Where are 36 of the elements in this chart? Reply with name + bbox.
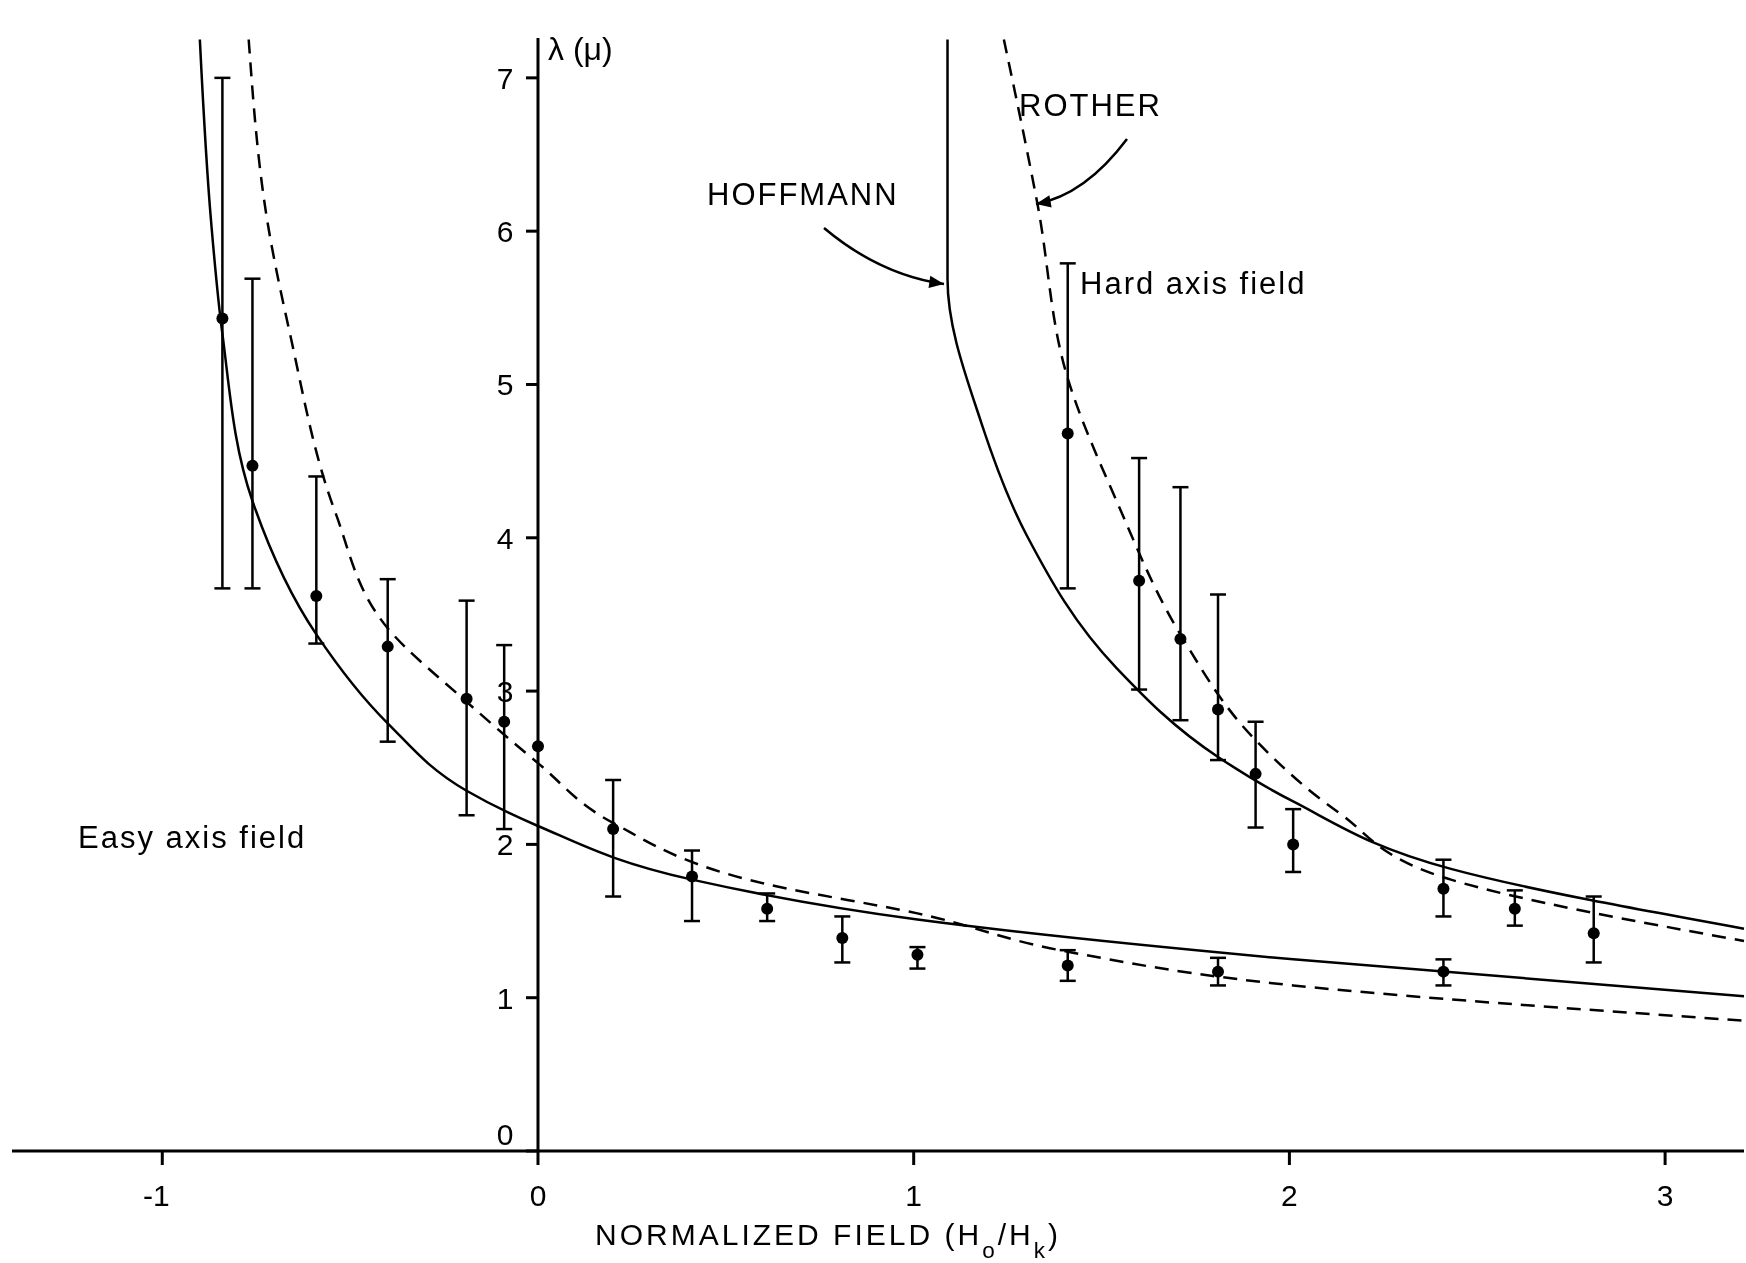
x-tick-label: 0 <box>529 1179 547 1212</box>
point <box>381 640 394 653</box>
annotation: Hard axis field <box>1080 266 1307 301</box>
point <box>1437 882 1450 895</box>
y-tick-label: 4 <box>496 521 514 555</box>
x-axis-title: NORMALIZED FIELD (H$_{o}$/H$_{k}$) <box>595 1218 1061 1263</box>
point <box>1212 703 1225 716</box>
y-tick-label: 7 <box>496 61 514 95</box>
x-tick-label: -1 <box>142 1179 170 1212</box>
point <box>1061 427 1074 440</box>
y-axis-title: λ (μ) <box>547 31 613 67</box>
point <box>761 902 774 915</box>
point <box>1508 902 1521 915</box>
y-tick-label: 2 <box>496 828 514 862</box>
series-label: ROTHER <box>1019 88 1162 123</box>
series-label: HOFFMANN <box>707 177 899 212</box>
x-tick-label: 2 <box>1281 1179 1298 1212</box>
y-tick-label: 6 <box>496 215 514 249</box>
point <box>1212 965 1225 978</box>
point <box>911 948 924 961</box>
point <box>1133 574 1146 587</box>
point <box>836 931 849 944</box>
point <box>1587 927 1600 940</box>
point <box>1287 838 1300 851</box>
point <box>246 459 259 472</box>
y-tick-label: 5 <box>496 368 514 402</box>
y-tick-label: 1 <box>496 981 514 1015</box>
point <box>498 715 511 728</box>
point <box>607 823 620 836</box>
point <box>310 590 323 603</box>
x-tick-label: 1 <box>905 1179 923 1212</box>
point <box>531 740 544 753</box>
y-tick-label: 0 <box>496 1118 514 1151</box>
point <box>1061 959 1074 972</box>
annotation: Easy axis field <box>78 820 307 855</box>
x-tick-label: 3 <box>1656 1179 1674 1212</box>
